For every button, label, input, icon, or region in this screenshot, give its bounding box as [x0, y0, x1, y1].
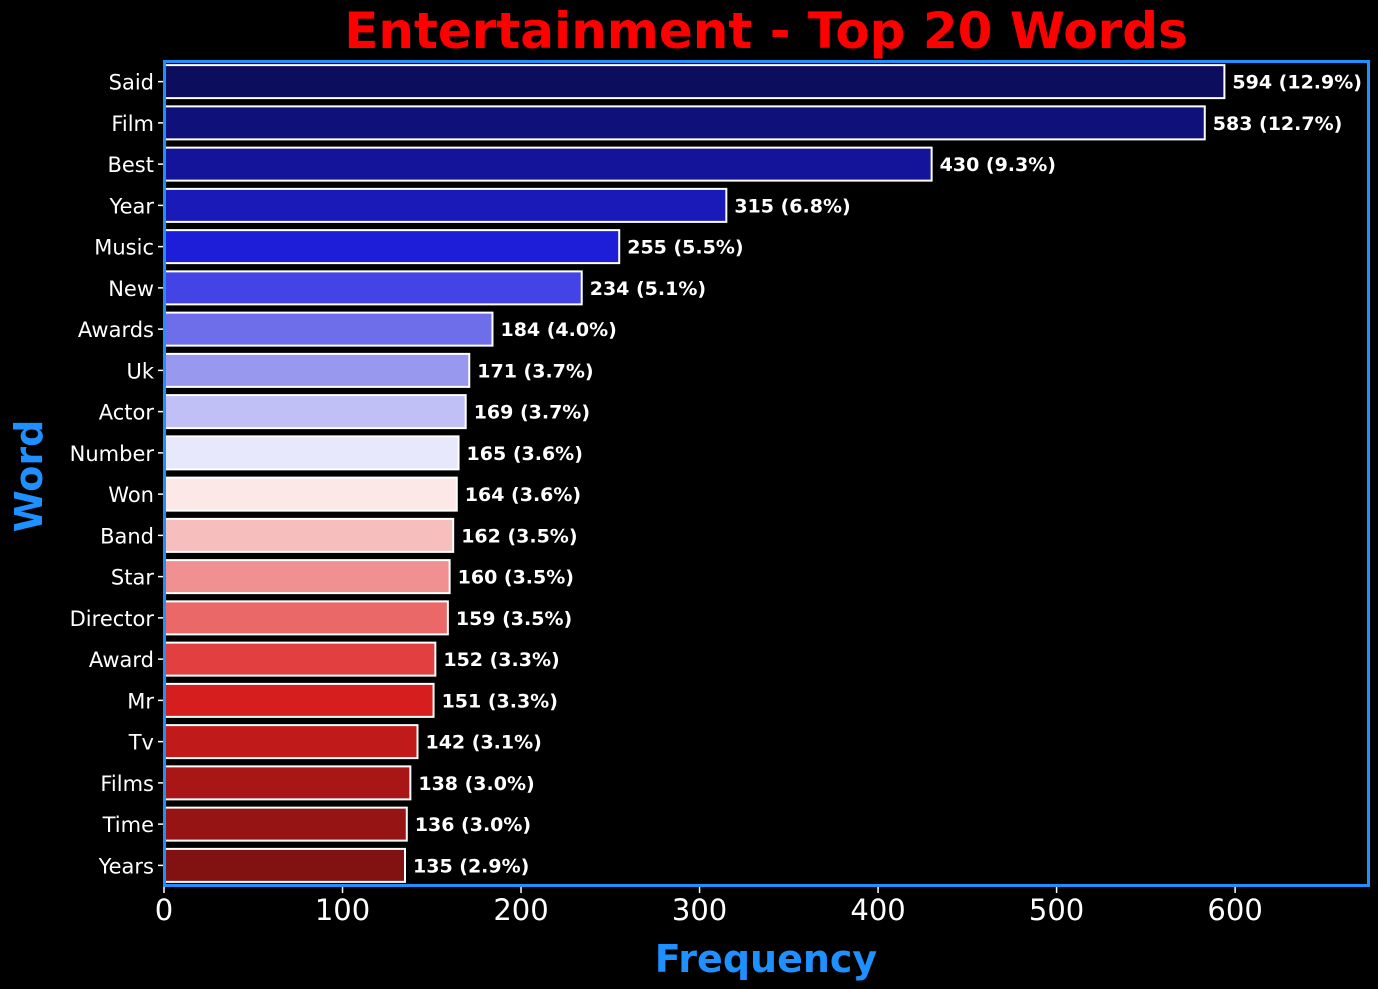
- y-tick-label: Number: [70, 442, 155, 466]
- y-tick-label: Films: [100, 772, 154, 796]
- y-tick-label: Years: [98, 854, 154, 878]
- plot-frame: [163, 60, 1370, 887]
- x-tick-label: 0: [155, 893, 173, 927]
- y-tick-label: New: [108, 277, 154, 301]
- bar-mr: [164, 682, 435, 718]
- y-tick-label: Band: [100, 524, 154, 548]
- y-tick-label: Uk: [126, 359, 154, 383]
- y-tick-label: Star: [111, 566, 154, 590]
- bar-actor: [164, 394, 467, 430]
- y-tick-label: Said: [109, 71, 154, 95]
- x-tick-label: 400: [850, 893, 905, 927]
- bar-star: [164, 559, 451, 595]
- y-ticks: Said Film Best Year Music New Awards Uk Actor Num…: [70, 71, 164, 878]
- y-tick-label: Tv: [128, 731, 154, 755]
- y-tick-label: Won: [108, 483, 154, 507]
- bar-value-label: 159 (3.5%): [456, 608, 572, 630]
- bar-value-label: 171 (3.7%): [477, 360, 593, 382]
- bar-said: [164, 64, 1226, 100]
- bar-value-label: 165 (3.6%): [467, 443, 583, 465]
- x-tick-label: 300: [672, 893, 727, 927]
- bar-band: [164, 517, 455, 553]
- y-tick-label: Film: [111, 112, 154, 136]
- bar-value-label: 162 (3.5%): [461, 525, 577, 547]
- bar-value-label: 315 (6.8%): [734, 195, 850, 217]
- bar-award: [164, 641, 437, 677]
- bar-value-label: 135 (2.9%): [413, 855, 529, 877]
- bar-awards: [164, 311, 494, 347]
- bar-labels: 594 (12.9%) 583 (12.7%) 430 (9.3%) 315 (6.8…: [413, 72, 1362, 878]
- bar-value-label: 160 (3.5%): [458, 567, 574, 589]
- bar-tv: [164, 724, 419, 760]
- bar-value-label: 136 (3.0%): [415, 814, 531, 836]
- x-tick-label: 600: [1207, 893, 1262, 927]
- y-tick-label: Mr: [127, 689, 154, 713]
- x-ticks: 0 100 200 300 400 500 600: [155, 886, 1263, 927]
- x-tick-label: 100: [315, 893, 370, 927]
- bar-year: [164, 187, 728, 223]
- bar-number: [164, 435, 460, 471]
- bar-value-label: 151 (3.3%): [442, 690, 558, 712]
- bar-director: [164, 600, 449, 636]
- bar-films: [164, 765, 412, 801]
- bar-time: [164, 806, 408, 842]
- y-tick-label: Director: [70, 607, 155, 631]
- y-tick-label: Year: [109, 194, 155, 218]
- bar-value-label: 255 (5.5%): [627, 237, 743, 259]
- bar-best: [164, 146, 933, 182]
- bar-value-label: 594 (12.9%): [1232, 72, 1362, 94]
- x-axis-label: Frequency: [655, 937, 878, 981]
- x-tick-label: 200: [493, 893, 548, 927]
- bar-value-label: 142 (3.1%): [425, 732, 541, 754]
- bar-uk: [164, 352, 471, 388]
- y-tick-label: Awards: [78, 318, 154, 342]
- bar-value-label: 164 (3.6%): [465, 484, 581, 506]
- bar-value-label: 234 (5.1%): [590, 278, 706, 300]
- bar-years: [164, 847, 406, 883]
- y-tick-label: Award: [89, 648, 154, 672]
- bar-value-label: 169 (3.7%): [474, 402, 590, 424]
- bar-film: [164, 105, 1206, 141]
- y-tick-label: Best: [107, 153, 154, 177]
- bars: [164, 64, 1226, 883]
- bar-won: [164, 476, 458, 512]
- bar-value-label: 184 (4.0%): [500, 319, 616, 341]
- y-tick-label: Actor: [99, 401, 155, 425]
- y-axis-label: Word: [7, 420, 51, 533]
- bar-music: [164, 229, 621, 265]
- chart-title: Entertainment - Top 20 Words: [344, 2, 1188, 60]
- bar-value-label: 138 (3.0%): [418, 773, 534, 795]
- bar-value-label: 583 (12.7%): [1213, 113, 1343, 135]
- y-tick-label: Time: [102, 813, 154, 837]
- bar-new: [164, 270, 583, 306]
- bar-value-label: 152 (3.3%): [443, 649, 559, 671]
- bar-value-label: 430 (9.3%): [940, 154, 1056, 176]
- y-tick-label: Music: [94, 236, 154, 260]
- x-tick-label: 500: [1029, 893, 1084, 927]
